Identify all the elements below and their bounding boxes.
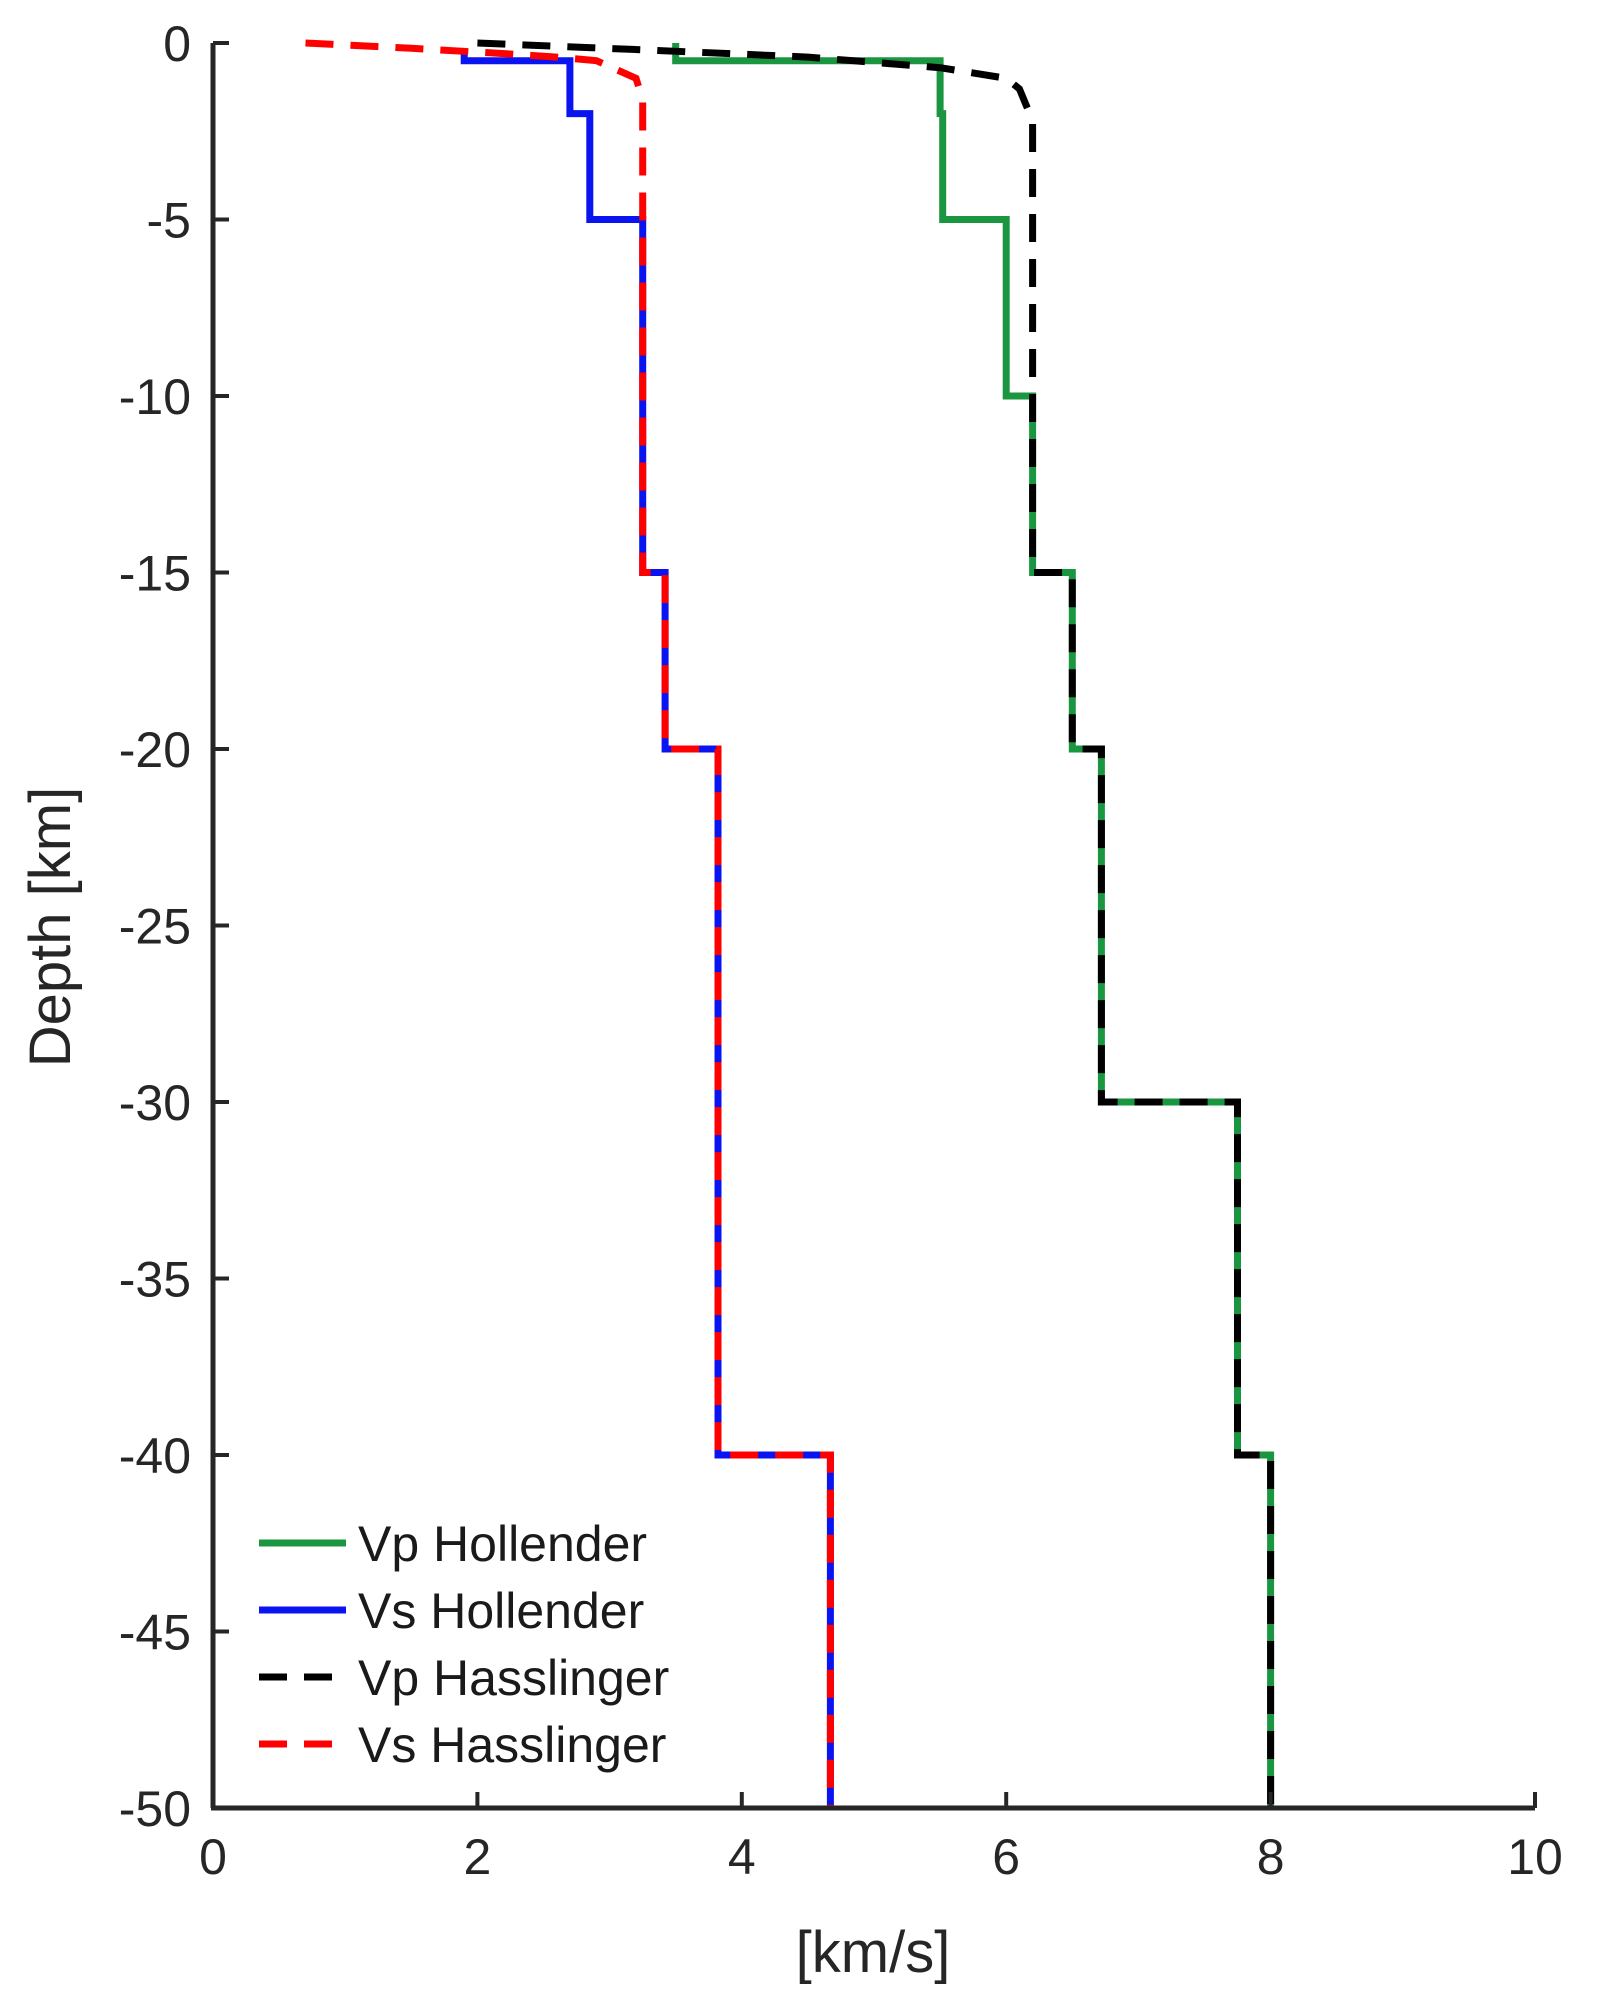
legend-label-vs-hollender: Vs Hollender [358, 1583, 644, 1639]
y-tick-label: -45 [119, 1605, 191, 1661]
series-line-vp-hollender [672, 43, 1275, 1808]
x-tick-label: 10 [1507, 1829, 1563, 1885]
legend: Vp Hollender Vs Hollender Vp Hasslinger Vs … [259, 1516, 669, 1773]
series-line-vp-hasslinger [477, 39, 1275, 1808]
y-tick-label: -40 [119, 1428, 191, 1484]
y-tick-label: -25 [119, 899, 191, 955]
x-tick-label: 4 [728, 1829, 756, 1885]
y-axis-title: Depth [km] [18, 787, 83, 1067]
series-line-vs-hasslinger [305, 39, 834, 1808]
legend-label-vs-hasslinger: Vs Hasslinger [358, 1717, 666, 1773]
x-axis-title: [km/s] [796, 1920, 951, 1985]
y-tick-label: -10 [119, 369, 191, 425]
y-tick-label: -50 [119, 1781, 191, 1837]
y-tick-label: -15 [119, 546, 191, 602]
y-tick-label: -20 [119, 722, 191, 778]
y-tick-label: 0 [163, 16, 191, 72]
x-tick-label: 2 [463, 1829, 491, 1885]
legend-label-vp-hollender: Vp Hollender [358, 1516, 647, 1572]
x-tick-label: 6 [992, 1829, 1020, 1885]
y-tick-label: -30 [119, 1075, 191, 1131]
x-tick-label: 8 [1257, 1829, 1285, 1885]
ticks: 0 2 4 6 8 10 0 -5 -10 -15 -20 -25 -30 -35 -40 -45 -50 [119, 16, 1563, 1885]
series-layer [305, 39, 1275, 1808]
y-tick-label: -5 [147, 193, 191, 249]
x-tick-label: 0 [199, 1829, 227, 1885]
y-tick-label: -35 [119, 1252, 191, 1308]
legend-label-vp-hasslinger: Vp Hasslinger [358, 1650, 669, 1706]
